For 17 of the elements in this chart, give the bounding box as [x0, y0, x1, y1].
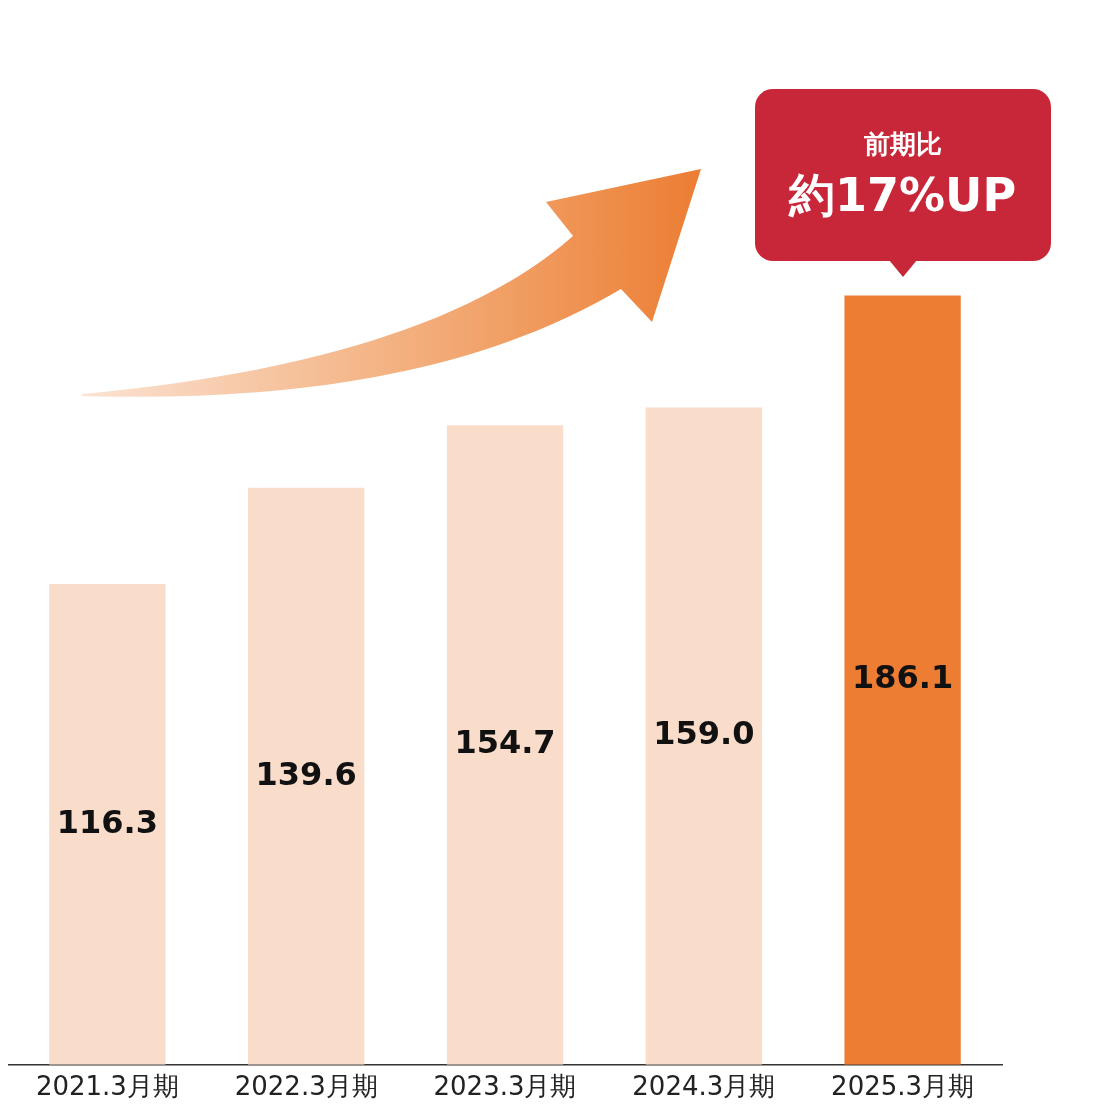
bar: [844, 295, 961, 1065]
bar: [645, 407, 762, 1065]
data-label: 159.0: [653, 714, 755, 753]
bar: [446, 425, 564, 1065]
x-tick-label: 2023.3月期: [433, 1071, 577, 1102]
bar: [248, 487, 365, 1065]
x-tick-label: 2022.3月期: [234, 1071, 378, 1102]
bar: [49, 584, 166, 1065]
data-label: 139.6: [255, 754, 357, 793]
data-label: 186.1: [851, 658, 954, 697]
data-label: 116.3: [56, 802, 159, 841]
x-tick-label: 2025.3月期: [831, 1071, 975, 1102]
text: 前期比: [863, 128, 942, 159]
data-label: 154.7: [454, 723, 556, 762]
x-tick-label: 2024.3月期: [632, 1071, 776, 1102]
x-tick-label: 2021.3月期: [35, 1071, 179, 1102]
annotation: 約17%UP: [789, 168, 1017, 223]
